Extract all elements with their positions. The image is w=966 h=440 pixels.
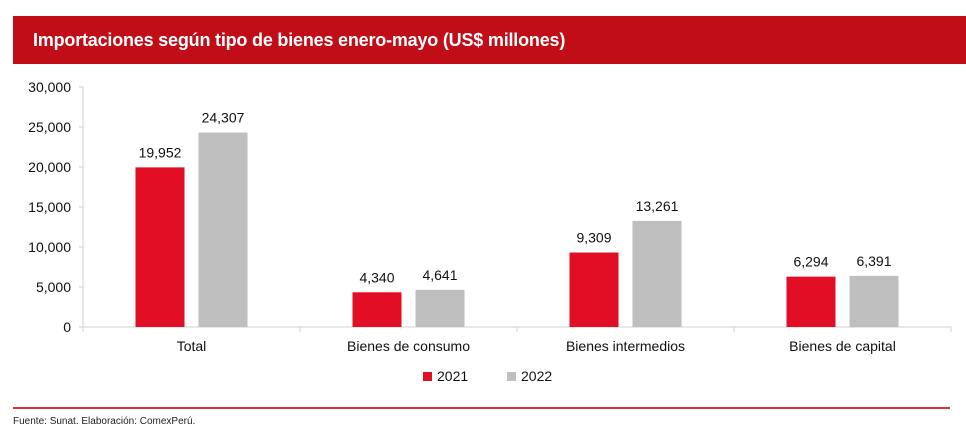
y-tick-label: 0 — [63, 319, 71, 335]
source-note: Fuente: Sunat. Elaboración: ComexPerú. — [13, 416, 196, 427]
y-tick-label: 30,000 — [28, 79, 71, 95]
chart-title: Importaciones según tipo de bienes enero… — [33, 30, 566, 50]
y-tick-label: 25,000 — [28, 119, 71, 135]
y-tick-label: 20,000 — [28, 159, 71, 175]
y-tick-label: 5,000 — [36, 279, 71, 295]
category-label: Bienes intermedios — [566, 338, 685, 354]
legend-label: 2021 — [437, 368, 468, 384]
y-tick-label: 15,000 — [28, 199, 71, 215]
footer-divider — [13, 407, 950, 409]
legend-swatch-2021 — [423, 372, 432, 381]
bar-2021 — [135, 167, 185, 327]
data-label: 13,261 — [636, 198, 679, 214]
bar-2022 — [849, 275, 899, 327]
data-label: 6,391 — [856, 253, 891, 269]
bar-2022 — [198, 132, 248, 327]
category-label: Bienes de capital — [789, 338, 896, 354]
bar-2021 — [352, 292, 402, 327]
data-label: 6,294 — [793, 254, 828, 270]
legend-swatch-2022 — [507, 372, 516, 381]
y-tick-label: 10,000 — [28, 239, 71, 255]
bar-2021 — [786, 276, 836, 327]
data-label: 9,309 — [576, 230, 611, 246]
data-label: 19,952 — [139, 144, 182, 160]
title-bar: Importaciones según tipo de bienes enero… — [13, 16, 966, 64]
bar-2022 — [632, 220, 682, 327]
category-label: Bienes de consumo — [347, 338, 470, 354]
data-label: 24,307 — [202, 110, 245, 126]
bar-2022 — [415, 289, 465, 327]
bar-2021 — [569, 252, 619, 327]
data-label: 4,641 — [422, 267, 457, 283]
category-label: Total — [177, 338, 207, 354]
legend-label: 2022 — [521, 368, 552, 384]
data-label: 4,340 — [359, 269, 394, 285]
